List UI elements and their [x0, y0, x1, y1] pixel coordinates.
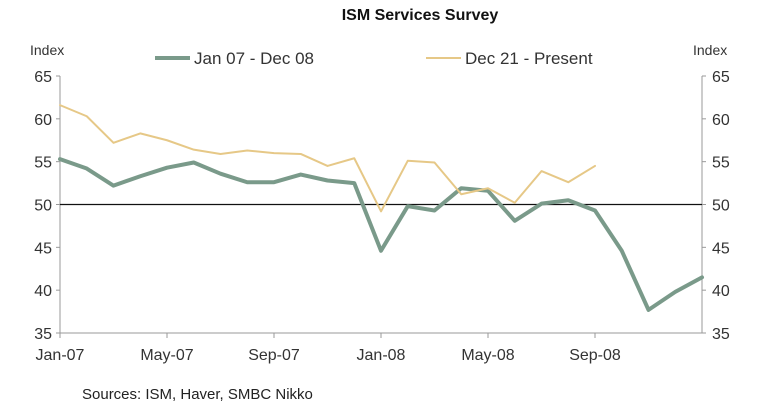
y-tick-label-left: 40 [34, 283, 52, 300]
y-tick-label-left: 45 [34, 240, 52, 257]
y-tick-label-left: 65 [34, 69, 52, 86]
y-tick-label-left: 50 [34, 198, 52, 215]
chart-title: ISM Services Survey [342, 7, 499, 24]
left-axis-title: Index [30, 42, 64, 58]
y-tick-label-left: 35 [34, 326, 52, 343]
y-tick-label-right: 40 [712, 283, 730, 300]
legend-label-series-2: Dec 21 - Present [465, 49, 593, 68]
legend-label-series-1: Jan 07 - Dec 08 [194, 49, 314, 68]
x-tick-label: Jan-07 [36, 347, 85, 364]
y-tick-label-right: 60 [712, 112, 730, 129]
x-tick-label: May-07 [140, 347, 193, 364]
series-line-2 [59, 104, 596, 213]
x-tick-label: Jan-08 [357, 347, 406, 364]
y-tick-label-right: 45 [712, 240, 730, 257]
y-tick-label-left: 55 [34, 155, 52, 172]
y-tick-label-right: 35 [712, 326, 730, 343]
y-tick-label-left: 60 [34, 112, 52, 129]
x-tick-label: Sep-07 [248, 347, 300, 364]
right-axis-title: Index [693, 42, 727, 58]
series-line-1 [58, 157, 704, 312]
x-tick-label: Sep-08 [569, 347, 621, 364]
y-tick-label-right: 50 [712, 198, 730, 215]
plot-area: 35 35 40 40 45 45 50 50 55 55 60 60 65 65 Jan-07 May-07… [34, 69, 730, 364]
x-tick-label: May-08 [461, 347, 514, 364]
y-tick-label-right: 65 [712, 69, 730, 86]
y-tick-label-right: 55 [712, 155, 730, 172]
source-note: Sources: ISM, Haver, SMBC Nikko [82, 386, 313, 403]
